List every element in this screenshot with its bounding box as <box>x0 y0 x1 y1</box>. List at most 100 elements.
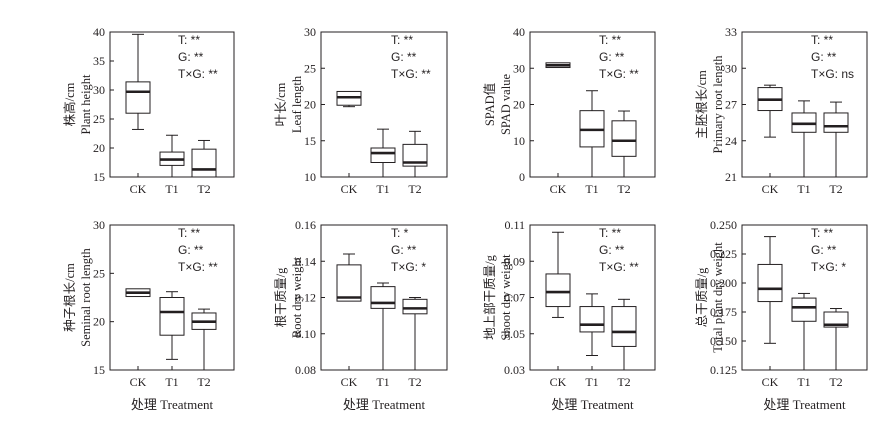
significance-label: T: * <box>391 226 409 240</box>
y-tick-label: 0.05 <box>504 327 525 341</box>
y-axis-label-cn: 株高/cm <box>62 82 77 126</box>
y-tick-label: 0.09 <box>504 254 525 268</box>
y-tick-label: 0.08 <box>295 363 316 377</box>
y-tick-label: 15 <box>304 134 316 148</box>
y-tick-label: 25 <box>93 266 105 280</box>
panel-2: 10 15 20 25 30 CK T1 T2 T: ** G: ** T×G: ** 叶长/cm Le… <box>274 25 448 196</box>
x-tick-label: T2 <box>408 375 421 389</box>
box-iqr <box>823 112 849 133</box>
significance-label: T×G: ** <box>599 67 639 81</box>
y-tick-label: 40 <box>93 25 105 39</box>
y-tick-label: 35 <box>93 54 105 68</box>
x-tick-label: T2 <box>197 182 210 196</box>
significance-label: T: ** <box>599 33 621 47</box>
significance-label: G: ** <box>811 243 837 257</box>
y-tick-label: 0.175 <box>710 305 737 319</box>
box-T1 <box>370 282 396 371</box>
box-T2 <box>611 298 637 371</box>
y-axis-label-cn: 种子根长/cm <box>63 263 77 332</box>
box-T2 <box>191 139 217 178</box>
significance-label: T×G: ** <box>178 67 218 81</box>
box-T2 <box>402 297 428 371</box>
x-tick-label: CK <box>341 375 358 389</box>
significance-label: G: ** <box>599 243 625 257</box>
x-tick-label: CK <box>550 375 567 389</box>
y-tick-label: 30 <box>513 61 525 75</box>
panel-5: 15 20 25 30 CK T1 T2 T: ** G: ** T×G: ** 种子根长/cm Se… <box>63 218 235 389</box>
x-tick-label: T1 <box>165 375 178 389</box>
y-tick-label: 20 <box>93 141 105 155</box>
y-tick-label: 0.11 <box>504 218 525 232</box>
y-tick-label: 33 <box>725 25 737 39</box>
box-iqr <box>191 148 217 178</box>
y-tick-label: 27 <box>725 98 737 112</box>
x-tick-label: CK <box>762 375 779 389</box>
y-tick-label: 25 <box>93 112 105 126</box>
box-T2 <box>823 101 849 178</box>
x-tick-label: CK <box>550 182 567 196</box>
y-tick-label: 10 <box>304 170 316 184</box>
y-axis-label-en: SPAD value <box>499 74 513 135</box>
box-iqr <box>402 298 428 315</box>
significance-label: G: ** <box>391 50 417 64</box>
significance-label: T: ** <box>391 33 413 47</box>
x-tick-label: T2 <box>829 375 842 389</box>
box-iqr <box>370 147 396 163</box>
box-CK <box>757 84 783 138</box>
y-tick-label: 0.150 <box>710 334 737 348</box>
box-T1 <box>579 90 605 178</box>
panel-3: 0 10 20 30 40 CK T1 T2 T: ** G: ** T×G: ** SPAD值 SPA… <box>482 25 656 196</box>
x-tick-label: T1 <box>376 182 389 196</box>
significance-label: T×G: ** <box>391 67 431 81</box>
box-T1 <box>791 292 817 371</box>
y-axis-label-cn: 地上部干质量/g <box>482 254 497 339</box>
panel-8: 0.125 0.150 0.175 0.200 0.225 0.250 CK T1 T2 T: *… <box>695 218 868 389</box>
y-axis-label-en: Primary root length <box>711 55 725 154</box>
box-CK <box>545 231 571 318</box>
y-tick-label: 21 <box>725 170 737 184</box>
box-T1 <box>370 128 396 178</box>
box-iqr <box>791 297 817 322</box>
x-axis-title: 处理 Treatment <box>131 397 214 412</box>
significance-label: T: ** <box>811 33 833 47</box>
y-tick-label: 20 <box>93 315 105 329</box>
y-tick-label: 40 <box>513 25 525 39</box>
y-axis-label-en: Plant height <box>79 74 93 135</box>
significance-label: T: ** <box>599 226 621 240</box>
x-axis-title: 处理 Treatment <box>763 397 846 412</box>
y-tick-label: 20 <box>304 98 316 112</box>
box-CK <box>336 90 362 108</box>
box-T1 <box>159 134 185 178</box>
box-T1 <box>159 291 185 360</box>
significance-label: T×G: ns <box>811 67 854 81</box>
y-tick-label: 10 <box>513 134 525 148</box>
box-CK <box>125 33 151 130</box>
significance-label: G: ** <box>599 50 625 64</box>
y-axis-label-en: Seminal root length <box>79 247 93 346</box>
box-CK <box>545 62 571 69</box>
y-axis-label-en: Shoot dry weight <box>499 254 513 341</box>
significance-label: G: ** <box>811 50 837 64</box>
panel-4: 21 24 27 30 33 CK T1 T2 T: ** G: ** T×G: ns 主胚根长/cm… <box>695 25 868 196</box>
box-iqr <box>611 120 637 157</box>
significance-label: T: ** <box>811 226 833 240</box>
x-axis-title: 处理 Treatment <box>343 397 426 412</box>
x-tick-label: T2 <box>617 182 630 196</box>
x-axis-title: 处理 Treatment <box>551 397 634 412</box>
y-tick-label: 30 <box>725 61 737 75</box>
y-axis-label-cn: 叶长/cm <box>274 82 288 126</box>
box-T2 <box>191 308 217 371</box>
significance-label: T×G: * <box>391 260 426 274</box>
box-T1 <box>791 100 817 178</box>
y-axis-label-cn: 总干质量/g <box>695 267 709 327</box>
x-axis-titles: 处理 Treatment 处理 Treatment 处理 Treatment 处理 T… <box>131 397 846 412</box>
x-tick-label: CK <box>341 182 358 196</box>
box-iqr <box>757 263 783 303</box>
box-iqr <box>823 311 849 328</box>
y-tick-label: 0.200 <box>710 276 737 290</box>
x-tick-label: T2 <box>829 182 842 196</box>
y-tick-label: 0.16 <box>295 218 316 232</box>
y-axis-label-cn: 主胚根长/cm <box>695 70 709 139</box>
y-tick-label: 0.12 <box>295 291 316 305</box>
